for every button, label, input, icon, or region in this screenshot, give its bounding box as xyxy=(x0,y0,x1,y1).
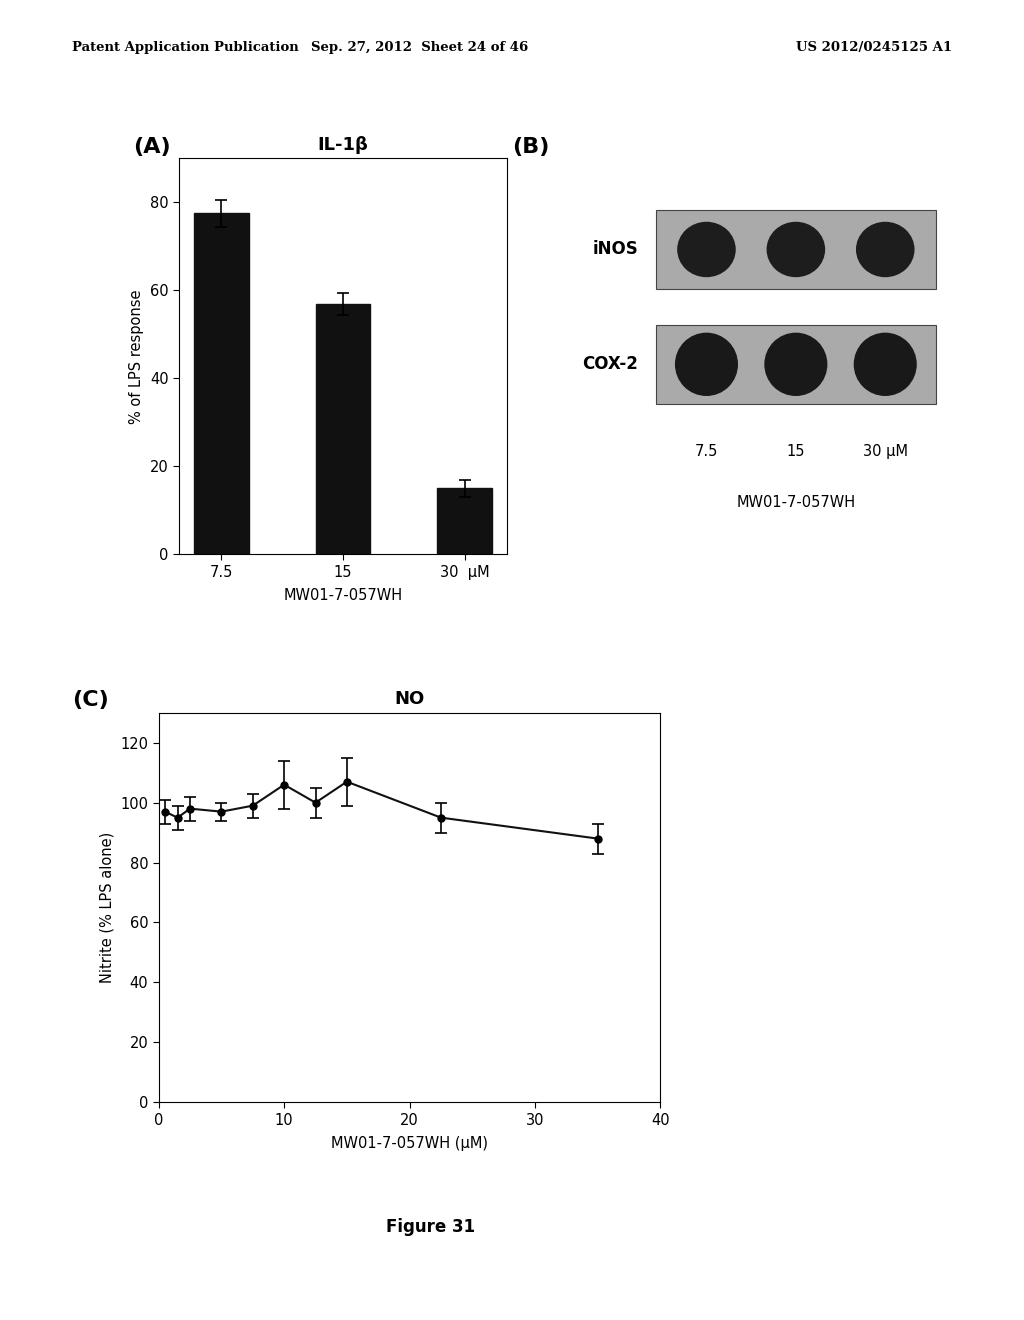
FancyBboxPatch shape xyxy=(656,325,936,404)
FancyBboxPatch shape xyxy=(656,210,936,289)
Ellipse shape xyxy=(767,222,825,277)
Text: (B): (B) xyxy=(512,137,549,157)
Text: (C): (C) xyxy=(72,690,109,710)
Bar xyxy=(195,214,249,554)
X-axis label: MW01-7-057WH: MW01-7-057WH xyxy=(284,589,402,603)
Ellipse shape xyxy=(677,222,736,277)
Text: 15: 15 xyxy=(786,444,805,458)
Ellipse shape xyxy=(764,333,827,396)
Bar xyxy=(437,488,492,554)
Text: (A): (A) xyxy=(133,137,171,157)
Text: Patent Application Publication: Patent Application Publication xyxy=(72,41,298,54)
Text: MW01-7-057WH: MW01-7-057WH xyxy=(736,495,855,510)
Text: COX-2: COX-2 xyxy=(583,355,638,374)
Ellipse shape xyxy=(856,222,914,277)
Text: US 2012/0245125 A1: US 2012/0245125 A1 xyxy=(797,41,952,54)
Bar xyxy=(315,304,371,554)
Text: 7.5: 7.5 xyxy=(694,444,718,458)
Ellipse shape xyxy=(854,333,916,396)
Title: NO: NO xyxy=(394,690,425,709)
Text: iNOS: iNOS xyxy=(593,240,638,259)
X-axis label: MW01-7-057WH (μM): MW01-7-057WH (μM) xyxy=(331,1137,488,1151)
Text: Figure 31: Figure 31 xyxy=(385,1218,475,1237)
Text: 30 μM: 30 μM xyxy=(863,444,907,458)
Y-axis label: Nitrite (% LPS alone): Nitrite (% LPS alone) xyxy=(99,832,115,983)
Ellipse shape xyxy=(675,333,738,396)
Y-axis label: % of LPS response: % of LPS response xyxy=(129,289,144,424)
Title: IL-1β: IL-1β xyxy=(317,136,369,154)
Text: Sep. 27, 2012  Sheet 24 of 46: Sep. 27, 2012 Sheet 24 of 46 xyxy=(311,41,528,54)
